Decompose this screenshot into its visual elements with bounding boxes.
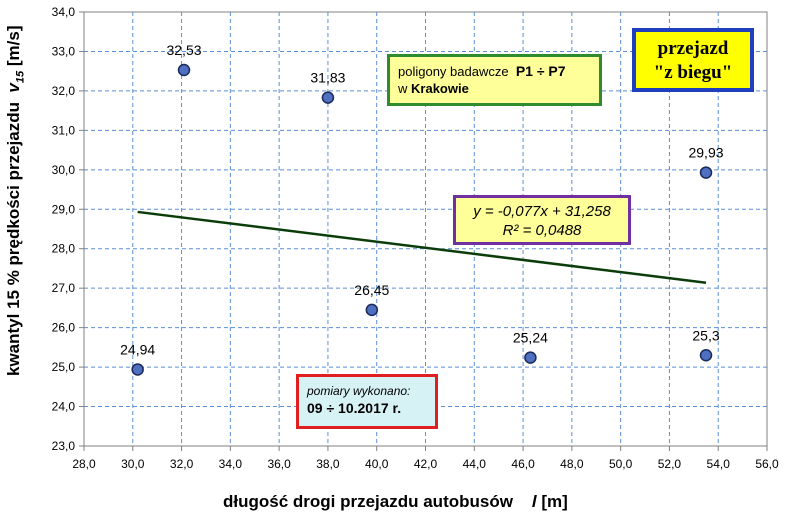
data-point <box>365 303 379 317</box>
data-point <box>321 91 335 104</box>
y-tick-label: 23,0 <box>52 439 76 453</box>
x-tick-label: 46,0 <box>511 457 535 471</box>
regression-equation: y = -0,077x + 31,258 <box>473 203 611 220</box>
x-tick-label: 30,0 <box>121 457 145 471</box>
area-range: P1 ÷ P7 <box>515 63 566 79</box>
y-tick-label: 30,0 <box>52 163 76 177</box>
y-tick-label: 29,0 <box>52 202 76 216</box>
y-tick-label: 33,0 <box>52 44 76 58</box>
x-tick-label: 42,0 <box>414 457 438 471</box>
x-tick-label: 38,0 <box>316 457 340 471</box>
data-label: 31,83 <box>310 70 345 86</box>
x-tick-label: 52,0 <box>658 457 682 471</box>
x-tick-label: 34,0 <box>219 457 243 471</box>
data-label: 26,45 <box>354 282 389 298</box>
x-axis-title: długość drogi przejazdu autobusów l [m] <box>223 492 568 512</box>
y-tick-label: 34,0 <box>52 5 76 19</box>
data-point <box>524 351 537 364</box>
data-label: 25,24 <box>513 330 548 346</box>
y-axis-title: kwantyl 15 % prędkości przejazdu v15 [m/… <box>4 25 28 376</box>
mode-line-1: przejazd <box>657 38 729 59</box>
y-tick-label: 25,0 <box>52 360 76 374</box>
x-tick-label: 28,0 <box>72 457 96 471</box>
area-prefix: poligony badawcze <box>398 64 509 79</box>
x-tick-label: 44,0 <box>463 457 487 471</box>
y-axis-symbol: v <box>4 83 23 93</box>
regression-equation-box: y = -0,077x + 31,258 R² = 0,0488 <box>453 195 631 245</box>
data-label: 24,94 <box>120 341 155 357</box>
plot-area-border <box>83 11 768 447</box>
tick-labels: 28,0 30,0 32,0 34,0 36,0 38,0 40,0 42,0 44,0 46,0… <box>52 5 779 471</box>
x-tick-label: 32,0 <box>170 457 194 471</box>
measurement-date-annotation: pomiary wykonano: 09 ÷ 10.2017 r. <box>296 374 438 429</box>
trendline <box>137 210 707 284</box>
y-tick-label: 28,0 <box>52 242 76 256</box>
y-axis-label: kwantyl 15 % prędkości przejazdu <box>4 102 23 376</box>
drive-mode-annotation: przejazd "z biegu" <box>632 28 754 92</box>
test-area-annotation: poligony badawcze P1 ÷ P7 w Krakowie <box>387 54 602 106</box>
x-tick-label: 50,0 <box>609 457 633 471</box>
x-tick-label: 40,0 <box>365 457 389 471</box>
data-point <box>699 166 713 179</box>
x-tick-label: 48,0 <box>560 457 584 471</box>
x-axis-symbol: l <box>531 492 537 511</box>
data-label: 25,3 <box>692 327 719 343</box>
y-tick-label: 26,0 <box>52 321 76 335</box>
data-point <box>699 349 713 362</box>
y-tick-label: 31,0 <box>52 123 76 137</box>
y-tick-label: 32,0 <box>52 84 76 98</box>
y-tick-label: 27,0 <box>52 281 76 295</box>
x-axis-label: długość drogi przejazdu autobusów <box>223 492 513 511</box>
date-range: 09 ÷ 10.2017 r. <box>307 400 402 416</box>
x-axis-unit: [m] <box>541 492 568 511</box>
y-axis-subscript: 15 <box>14 70 27 84</box>
x-tick-label: 56,0 <box>755 457 779 471</box>
data-points <box>131 63 713 376</box>
date-caption: pomiary wykonano: <box>307 384 411 398</box>
data-label: 29,93 <box>688 145 723 161</box>
r-squared: R² = 0,0488 <box>502 222 582 239</box>
x-tick-label: 54,0 <box>707 457 731 471</box>
area-city: Krakowie <box>411 81 469 96</box>
area-city-prefix: w <box>398 81 408 96</box>
y-tick-label: 24,0 <box>52 400 76 414</box>
data-label: 32,53 <box>166 42 201 58</box>
data-point <box>177 63 191 77</box>
trend-line <box>137 210 707 284</box>
y-axis-unit: [m/s] <box>4 25 23 67</box>
data-point <box>131 363 144 376</box>
x-tick-label: 36,0 <box>267 457 291 471</box>
point-labels: 24,94 32,53 31,83 26,45 25,24 29,93 25,3 <box>120 42 724 357</box>
mode-line-2: "z biegu" <box>653 62 733 83</box>
